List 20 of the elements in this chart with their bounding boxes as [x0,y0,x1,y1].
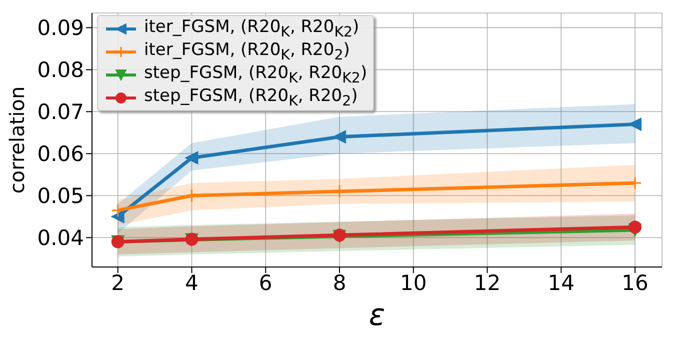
x-tick-label: 10 [400,270,427,295]
x-tick-label: 8 [332,270,346,295]
y-tick-label: 0.06 [37,142,84,166]
legend-label: step_FGSM, (R20$_{K}$, R20$_{2}$) [144,86,358,110]
x-tick-label: 12 [474,270,501,295]
x-tick-label: 14 [548,270,575,295]
x-tick-label: 4 [185,270,198,295]
x-tick-label: 16 [622,270,648,295]
x-tick-label: 2 [111,270,125,295]
x-tick-label: 6 [258,270,272,295]
legend-label: iter_FGSM, (R20$_{K}$, R20$_{K2}$) [144,16,360,40]
x-axis-title: ε [368,298,386,333]
y-tick-label: 0.07 [37,100,84,124]
legend-label: iter_FGSM, (R20$_{K}$, R20$_{2}$) [144,40,350,64]
y-tick-label: 0.04 [37,226,84,250]
legend-label: step_FGSM, (R20$_{K}$, R20$_{K2}$) [144,62,368,86]
y-tick-label: 0.08 [37,58,84,82]
y-tick-label: 0.09 [37,16,84,40]
y-tick-label: 0.05 [37,184,84,208]
y-axis-title: correlation [5,86,29,194]
